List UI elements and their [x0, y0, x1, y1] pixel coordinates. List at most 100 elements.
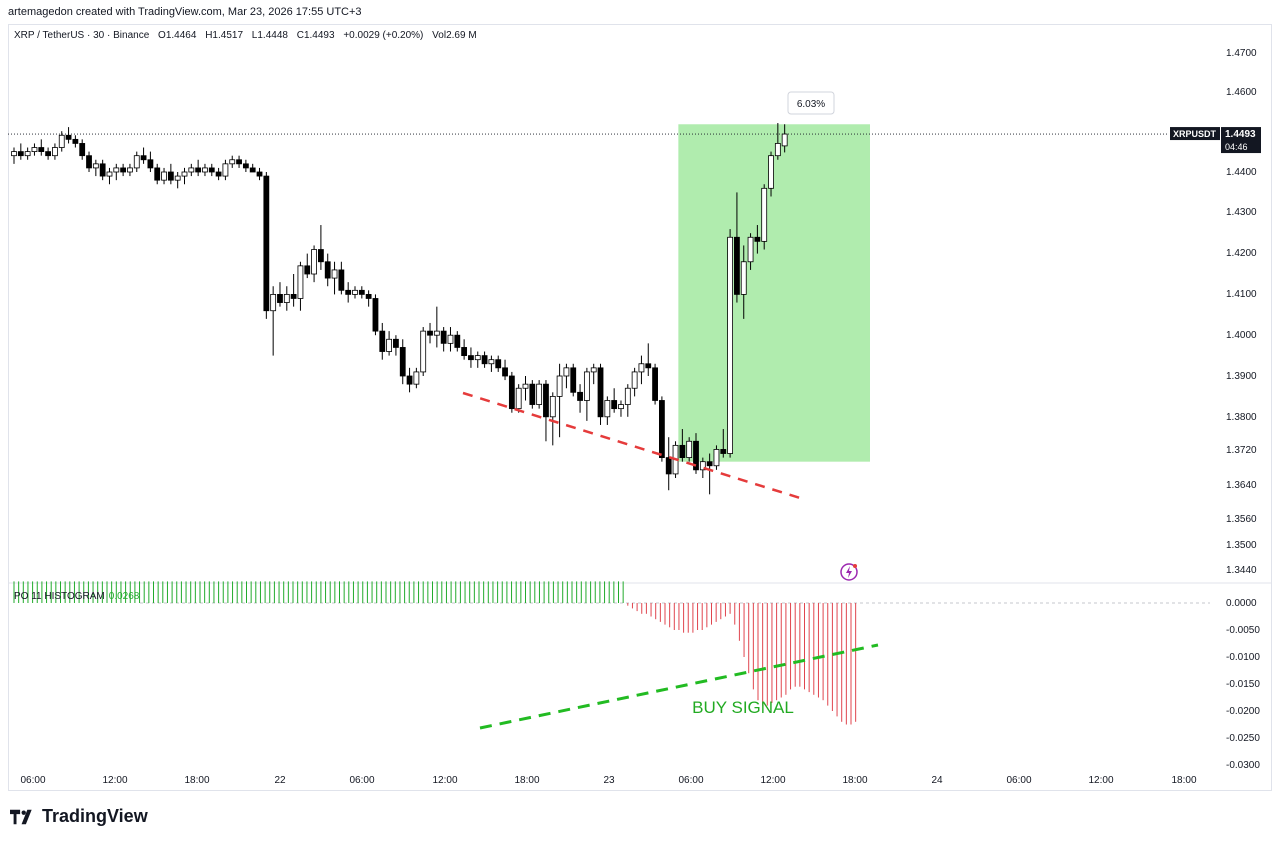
candle-body [17, 151, 24, 157]
candle-body [127, 167, 133, 173]
candle-body [65, 134, 72, 140]
time-axis-label: 12:00 [760, 775, 785, 786]
candle-body [352, 289, 358, 295]
candle-body [345, 289, 352, 295]
candle-body [433, 330, 440, 336]
ohlc-open: O1.4464 [158, 30, 197, 41]
candle-body [529, 383, 536, 405]
symbol-name[interactable]: XRP / TetherUS · 30 · Binance [14, 30, 150, 41]
candle-body [311, 249, 317, 275]
candle-body [304, 265, 311, 275]
candle-body [570, 367, 577, 393]
candle-body [399, 347, 406, 377]
last-price-value: 1.4493 [1225, 129, 1256, 140]
candle-body [372, 298, 379, 332]
candle-body [154, 167, 161, 181]
candle-body [549, 395, 556, 418]
candle-body [468, 355, 474, 361]
candle-body [358, 289, 365, 295]
indicator-legend[interactable]: PO 11 HISTOGRAM 0.0268 [14, 591, 139, 602]
tradingview-logo-icon [10, 809, 32, 824]
candle-body [52, 147, 58, 157]
candle-body [543, 383, 549, 418]
price-axis-label: 1.3640 [1226, 480, 1257, 491]
price-axis-label: 1.3440 [1226, 565, 1257, 576]
candle-body [58, 134, 65, 148]
candle-body [515, 387, 522, 410]
candle-body [768, 155, 774, 189]
candle-body [427, 330, 433, 336]
candle-body [563, 367, 570, 377]
candle-body [31, 147, 38, 153]
candle-body [604, 400, 611, 418]
price-axis-label: 1.4100 [1226, 289, 1257, 300]
candle-body [133, 155, 140, 169]
candle-body [140, 155, 147, 161]
price-axis-label: 1.4400 [1226, 167, 1257, 178]
candle-body [536, 383, 543, 405]
candle-body [270, 293, 277, 312]
candle-body [202, 167, 208, 173]
price-axis-label: 1.3560 [1226, 514, 1257, 525]
price-axis-label: 1.4600 [1226, 87, 1257, 98]
price-axis-label: 1.3720 [1226, 445, 1257, 456]
ohlc-high: H1.4517 [205, 30, 244, 41]
candle-body [454, 334, 461, 348]
candle-body [693, 440, 699, 471]
candle-body [174, 175, 181, 181]
candle-body [488, 359, 495, 365]
brand-name: TradingView [42, 806, 148, 826]
candle-body [556, 375, 563, 397]
symbol-legend: XRP / TetherUS · 30 · Binance O1.4464 H1… [14, 30, 483, 41]
candle-body [611, 400, 618, 410]
candle-body [249, 167, 256, 173]
candle-body [277, 293, 283, 303]
candle-body [195, 167, 202, 173]
candle-body [38, 147, 45, 153]
candle-body [92, 163, 99, 169]
measure-box [678, 124, 870, 462]
candle-body [740, 261, 747, 295]
candle-body [317, 249, 324, 263]
red-trendline [462, 391, 801, 500]
indicator-name: PO 11 HISTOGRAM [14, 591, 105, 602]
candle-body [686, 440, 693, 458]
indicator-axis-label: -0.0100 [1226, 652, 1260, 663]
candle-body [338, 269, 345, 291]
candle-body [290, 293, 297, 299]
candle-body [86, 155, 92, 169]
candle-body [747, 236, 754, 263]
tradingview-logo[interactable]: TradingView [10, 806, 148, 827]
candle-body [406, 375, 413, 385]
candle-body [618, 404, 624, 410]
time-axis-label: 06:00 [678, 775, 703, 786]
candle-body [72, 138, 79, 144]
candle-body [440, 330, 447, 344]
time-axis-label: 22 [274, 775, 286, 786]
candle-body [665, 457, 672, 475]
price-axis-label: 1.4000 [1226, 330, 1257, 341]
candle-body [24, 151, 31, 157]
time-axis-label: 06:00 [1006, 775, 1031, 786]
time-axis-label: 18:00 [184, 775, 209, 786]
candle-body [774, 143, 781, 157]
ticker-tag-label: XRPUSDT [1173, 129, 1217, 139]
candle-body [11, 151, 17, 157]
last-price-tag [1221, 127, 1261, 154]
time-axis-label: 12:00 [432, 775, 457, 786]
indicator-axis-label: -0.0300 [1226, 760, 1260, 771]
candle-body [522, 383, 529, 389]
chart-frame [8, 24, 1272, 791]
price-axis-label: 1.3800 [1226, 412, 1257, 423]
candle-body [113, 167, 120, 173]
percent-label-box [787, 91, 835, 115]
lightning-bolt-icon [846, 566, 852, 578]
candle-body [324, 261, 331, 279]
candle-body [577, 391, 583, 401]
candle-body [386, 338, 393, 352]
candle-body [236, 159, 242, 165]
indicator-axis-label: -0.0050 [1226, 625, 1260, 636]
indicator-axis-label: -0.0200 [1226, 706, 1260, 717]
candle-body [331, 269, 338, 279]
